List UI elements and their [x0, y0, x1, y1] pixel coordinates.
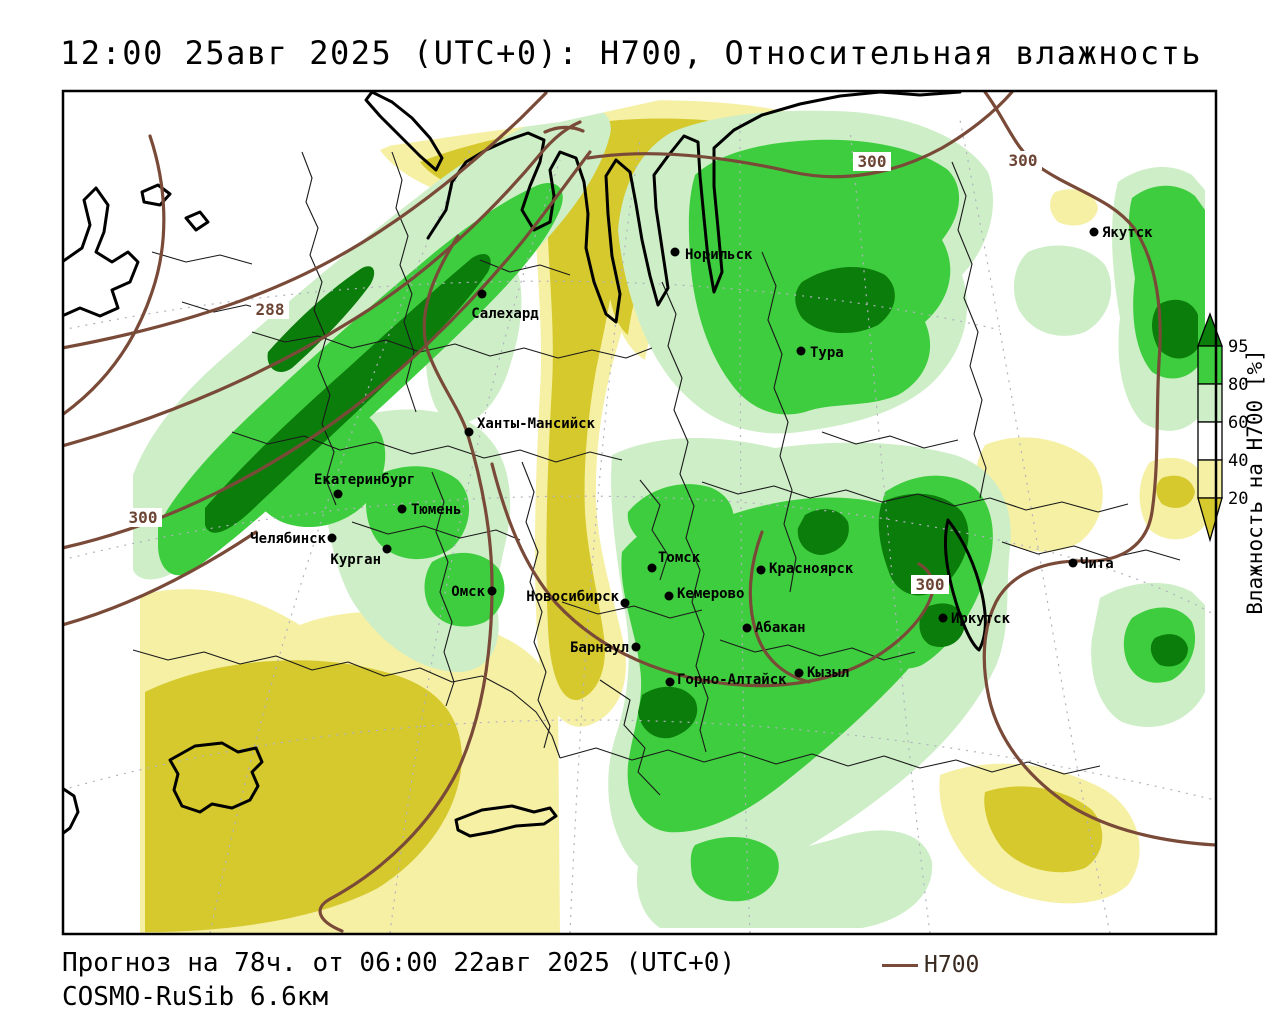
city-marker — [631, 642, 641, 652]
city-marker — [1089, 227, 1099, 237]
city-label: Горно-Алтайск — [677, 672, 787, 688]
contour-labels: 288 300 300 300 300 — [124, 151, 1042, 594]
page-title: 12:00 25авг 2025 (UTC+0): H700, Относите… — [60, 34, 1203, 72]
city-label: Ханты-Мансийск — [477, 416, 596, 432]
arctic-coast — [426, 92, 962, 324]
city-label: Барнаул — [570, 640, 629, 656]
white-sea-coast — [64, 186, 140, 318]
admin-boundaries — [132, 151, 1181, 796]
city-marker — [477, 289, 487, 299]
contour-label: 300 — [129, 508, 158, 527]
model-info: COSMO-RuSib 6.6км — [62, 982, 329, 1012]
city-marker — [1068, 558, 1078, 568]
city-label: Челябинск — [250, 531, 326, 547]
colorbar-seg-60-80 — [1197, 383, 1223, 423]
contour-label-halo — [124, 508, 162, 527]
lake-baikal — [944, 518, 987, 652]
h700-legend-line — [882, 963, 918, 967]
contour-label-halo — [1004, 151, 1042, 170]
city-label: Тюмень — [411, 502, 462, 518]
contour-label: 300 — [1009, 151, 1038, 170]
map-frame — [61, 89, 1218, 936]
aral-sea — [168, 741, 264, 814]
city-marker — [382, 544, 392, 554]
city-marker — [464, 427, 474, 437]
colorbar-seg-40-60 — [1197, 421, 1223, 461]
novaya-zemlya-coast — [364, 92, 444, 172]
h700-contour-lines — [64, 92, 1215, 933]
city-label: Курган — [330, 552, 381, 568]
colorbar-tick-label: 95 — [1228, 337, 1248, 357]
colorbar-title: Влажность на H700 [%] — [1243, 349, 1267, 615]
city-marker — [938, 613, 948, 623]
contour-label-halo — [853, 152, 891, 171]
city-label: Якутск — [1102, 225, 1153, 241]
city-label: Кызыл — [807, 665, 849, 681]
colorbar-seg-20-40 — [1197, 459, 1223, 499]
city-label: Абакан — [755, 620, 806, 636]
contour-label-halo — [911, 575, 949, 594]
forecast-info: Прогноз на 78ч. от 06:00 22авг 2025 (UTC… — [62, 948, 736, 978]
colorbar-tick-label: 20 — [1228, 489, 1248, 509]
city-marker — [333, 489, 343, 499]
city-markers: Норильск Салехард Якутск Тура Ханты-Мансийск… — [250, 225, 1153, 688]
city-label: Норильск — [685, 247, 753, 263]
colorbar-ticks: 95 80 60 40 20 — [1228, 337, 1248, 509]
city-label: Чита — [1080, 556, 1114, 572]
city-label: Красноярск — [769, 561, 854, 577]
coastline-layer — [64, 92, 987, 838]
contour-label: 300 — [916, 575, 945, 594]
h700-legend: H700 — [882, 952, 979, 978]
colorbar-tick-label: 80 — [1228, 375, 1248, 395]
city-marker — [756, 565, 766, 575]
city-label: Салехард — [471, 306, 539, 322]
contour-label-halo — [251, 300, 289, 319]
city-label: Кемерово — [677, 586, 744, 602]
city-label: Новосибирск — [526, 589, 619, 605]
city-marker — [742, 623, 752, 633]
city-label: Томск — [658, 550, 701, 566]
colorbar-seg-80-95 — [1197, 345, 1223, 385]
city-label: Иркутск — [951, 611, 1011, 627]
colorbar-tick-label: 60 — [1228, 413, 1248, 433]
city-marker — [620, 598, 630, 608]
caspian-coast — [64, 787, 80, 835]
city-marker — [327, 533, 337, 543]
arctic-islands — [140, 183, 210, 232]
city-label: Екатеринбург — [314, 472, 415, 488]
city-marker — [487, 586, 497, 596]
city-marker — [397, 504, 407, 514]
city-marker — [665, 677, 675, 687]
city-label: Тура — [810, 345, 844, 361]
city-label: Омск — [451, 584, 485, 600]
humidity-colorbar: 95 80 60 40 20 Влажность на H700 [%] — [1197, 312, 1267, 615]
contour-label: 300 — [858, 152, 887, 171]
graticule-lines — [64, 119, 1215, 933]
city-marker — [794, 668, 804, 678]
city-marker — [670, 247, 680, 257]
city-marker — [664, 591, 674, 601]
city-marker — [796, 346, 806, 356]
h700-legend-label: H700 — [924, 952, 980, 978]
colorbar-tick-label: 40 — [1228, 451, 1248, 471]
contour-label: 288 — [256, 300, 285, 319]
lake-balkhash — [454, 804, 558, 838]
city-marker — [647, 563, 657, 573]
